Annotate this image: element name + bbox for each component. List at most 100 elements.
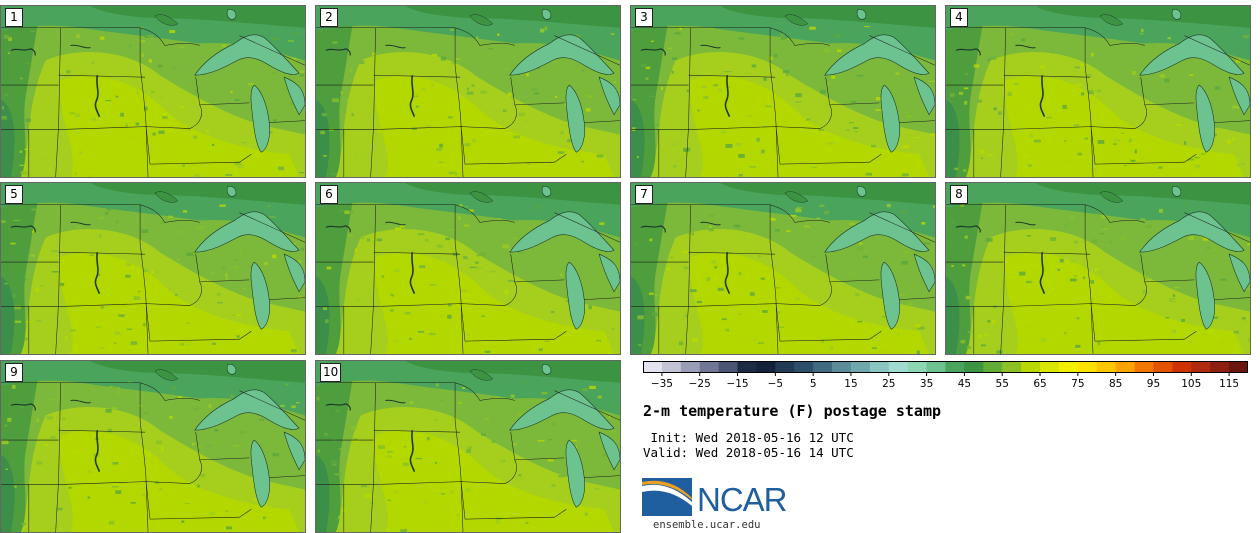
- temperature-field: [316, 6, 620, 177]
- field-speckle: [709, 225, 712, 228]
- colorbar-swatch: [945, 361, 965, 373]
- field-speckle: [169, 30, 176, 34]
- field-speckle: [713, 84, 718, 87]
- field-speckle: [110, 406, 114, 410]
- field-speckle: [1213, 125, 1220, 128]
- field-speckle: [1062, 104, 1067, 109]
- field-speckle: [62, 417, 66, 421]
- field-speckle: [481, 433, 487, 436]
- field-speckle: [456, 513, 460, 516]
- ncar-logo-text: NCAR: [697, 481, 788, 518]
- field-speckle: [338, 515, 342, 519]
- state-border: [58, 74, 146, 78]
- state-border: [899, 120, 935, 123]
- field-speckle: [692, 338, 698, 343]
- field-speckle: [1091, 52, 1094, 57]
- state-border: [514, 102, 565, 106]
- field-speckle: [538, 348, 543, 352]
- warm-core: [374, 430, 615, 532]
- intl-border: [1, 382, 200, 401]
- field-speckle: [194, 174, 200, 177]
- cold-north: [90, 183, 305, 205]
- reservoir: [955, 225, 981, 233]
- lake-of-the-woods: [1099, 191, 1124, 203]
- field-speckle: [717, 287, 724, 291]
- field-speckle: [326, 266, 332, 270]
- field-speckle: [51, 271, 59, 273]
- field-speckle: [565, 300, 570, 302]
- field-speckle: [128, 43, 132, 48]
- state-border: [685, 27, 691, 177]
- field-speckle: [1171, 299, 1179, 301]
- field-speckle: [462, 387, 465, 389]
- lake-superior: [509, 389, 615, 431]
- state-border: [775, 126, 882, 165]
- field-speckle: [181, 520, 185, 523]
- field-speckle: [963, 87, 969, 90]
- field-speckle: [738, 153, 745, 158]
- field-speckle: [425, 124, 431, 128]
- reservoir: [325, 403, 351, 411]
- field-speckle: [448, 116, 453, 119]
- field-speckle: [862, 255, 868, 258]
- field-speckle: [690, 289, 697, 293]
- field-speckle: [824, 210, 830, 215]
- field-speckle: [14, 485, 17, 488]
- field-speckle: [139, 40, 146, 43]
- field-speckle: [461, 289, 467, 293]
- field-speckle: [453, 137, 458, 141]
- field-speckle: [1051, 50, 1054, 53]
- field-speckle: [613, 81, 616, 84]
- field-speckle: [455, 172, 458, 176]
- field-speckle: [267, 205, 272, 207]
- colorbar-swatch: [926, 361, 946, 373]
- lake-nipigon: [856, 9, 867, 20]
- field-speckle: [424, 238, 429, 242]
- field-speckle: [589, 385, 596, 390]
- lake-michigan: [250, 84, 271, 153]
- field-speckle: [114, 331, 121, 335]
- field-speckle: [36, 418, 40, 422]
- field-speckle: [637, 315, 644, 320]
- field-speckle: [106, 208, 112, 211]
- field-speckle: [296, 402, 300, 404]
- lake-michigan: [565, 439, 586, 508]
- colorbar-swatch: [643, 361, 663, 373]
- field-speckle: [419, 139, 426, 142]
- field-speckle: [125, 262, 132, 266]
- field-speckle: [447, 314, 452, 319]
- field-speckle: [537, 440, 545, 442]
- field-speckle: [467, 446, 473, 450]
- field-speckle: [1188, 340, 1193, 343]
- colorbar-tick-label: 5: [810, 378, 817, 390]
- field-speckle: [921, 222, 926, 225]
- field-speckle: [891, 347, 895, 351]
- field-speckle: [846, 129, 850, 132]
- field-speckle: [573, 437, 577, 442]
- field-speckle: [19, 164, 25, 167]
- field-speckle: [115, 490, 122, 494]
- field-speckle: [763, 77, 767, 81]
- field-speckle: [242, 287, 247, 290]
- field-speckle: [1074, 66, 1081, 69]
- field-speckle: [923, 242, 931, 245]
- field-speckle: [1059, 258, 1064, 263]
- field-speckle: [1220, 340, 1223, 343]
- state-border: [199, 457, 250, 461]
- field-speckle: [673, 164, 677, 168]
- field-speckle: [1109, 240, 1113, 244]
- state-border: [145, 481, 252, 520]
- field-speckle: [980, 344, 986, 347]
- field-speckle: [125, 123, 128, 128]
- field-speckle: [725, 143, 733, 148]
- field-speckle: [413, 95, 419, 98]
- field-speckle: [136, 91, 140, 95]
- field-speckle: [464, 143, 471, 147]
- field-speckle: [349, 68, 353, 72]
- field-speckle: [513, 135, 520, 139]
- reservoir-2: [70, 399, 91, 404]
- field-speckle: [1080, 63, 1085, 66]
- field-speckle: [219, 403, 223, 407]
- colorbar-swatch: [1040, 361, 1060, 373]
- field-speckle: [711, 259, 717, 264]
